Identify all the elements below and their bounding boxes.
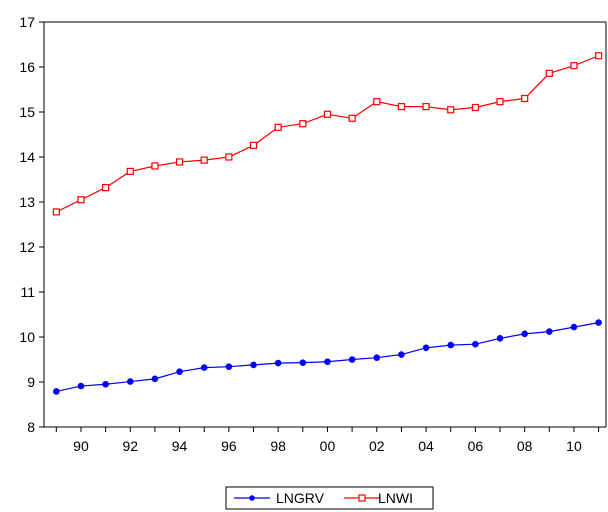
data-point <box>299 359 307 366</box>
data-point <box>249 141 258 149</box>
data-point <box>77 196 85 204</box>
legend: LNGRV LNWI <box>225 486 434 510</box>
legend-label: LNWI <box>378 490 413 506</box>
data-point <box>348 114 356 122</box>
data-point <box>53 388 60 395</box>
data-point <box>471 103 479 112</box>
x-tick-label: 04 <box>418 438 434 454</box>
series-layer <box>52 52 603 395</box>
y-tick-label: 13 <box>19 194 35 210</box>
data-point <box>250 361 257 369</box>
data-point <box>176 368 183 375</box>
data-point <box>225 153 233 161</box>
legend-marker <box>249 495 255 501</box>
data-point <box>397 102 406 111</box>
data-point <box>102 184 110 192</box>
data-point <box>521 330 528 338</box>
data-point <box>274 123 282 131</box>
axes: 8 9 10 11 12 13 14 15 16 17 90 92 94 96 98 00 02 04 06 08 10 <box>19 14 607 454</box>
x-tick-label: 90 <box>73 438 89 454</box>
data-point <box>274 359 282 367</box>
data-point <box>496 335 504 342</box>
data-point <box>225 363 233 371</box>
x-tick-label: 98 <box>270 438 286 454</box>
data-point <box>52 208 60 216</box>
x-tick-label: 02 <box>369 438 385 454</box>
legend-item-lnwi: LNWI <box>344 490 413 506</box>
legend-item-lngrv: LNGRV <box>234 490 325 506</box>
data-point <box>299 120 307 128</box>
y-tick-label: 9 <box>27 374 35 390</box>
x-tick-label: 00 <box>320 438 336 454</box>
data-point <box>422 344 430 352</box>
data-point <box>595 319 602 326</box>
data-point <box>496 98 504 106</box>
data-point <box>348 356 356 363</box>
x-tick-label: 08 <box>517 438 533 454</box>
y-tick-label: 11 <box>20 284 35 300</box>
x-tick-label: 94 <box>172 438 188 454</box>
data-point <box>422 102 430 111</box>
x-tick-label: 92 <box>122 438 138 454</box>
data-point <box>521 94 529 103</box>
data-point <box>373 354 381 362</box>
y-tick-label: 8 <box>27 419 35 435</box>
x-tick-label: 06 <box>468 438 484 454</box>
series-line <box>56 55 599 213</box>
data-point <box>151 375 159 383</box>
y-tick-label: 15 <box>19 104 35 120</box>
data-point <box>126 378 134 385</box>
data-point <box>77 382 85 390</box>
data-point <box>324 358 331 366</box>
data-point <box>545 69 553 77</box>
series-line <box>56 322 599 393</box>
y-tick-label: 16 <box>19 59 35 75</box>
series-lnwi <box>52 52 603 216</box>
legend-marker <box>358 494 366 502</box>
x-tick-label: 96 <box>221 438 237 454</box>
y-tick-label: 14 <box>19 149 35 165</box>
series-lngrv <box>53 319 602 395</box>
data-point <box>175 158 184 166</box>
data-point <box>447 106 455 114</box>
y-tick-label: 17 <box>19 14 35 30</box>
x-tick-label: 10 <box>566 438 582 454</box>
data-point <box>102 380 109 388</box>
data-point <box>595 52 603 60</box>
legend-label: LNGRV <box>276 490 325 506</box>
data-point <box>151 162 159 170</box>
data-point <box>447 341 455 349</box>
data-point <box>373 98 381 106</box>
legend-box <box>225 486 434 510</box>
data-point <box>398 351 405 358</box>
data-point <box>546 328 553 335</box>
y-tick-label: 10 <box>19 329 35 345</box>
y-tick-label: 12 <box>19 239 35 255</box>
data-point <box>200 364 208 371</box>
data-point <box>570 323 578 331</box>
data-point <box>323 110 332 118</box>
data-point <box>472 340 479 348</box>
data-point <box>200 156 208 164</box>
data-point <box>570 62 578 70</box>
data-point <box>126 167 134 175</box>
